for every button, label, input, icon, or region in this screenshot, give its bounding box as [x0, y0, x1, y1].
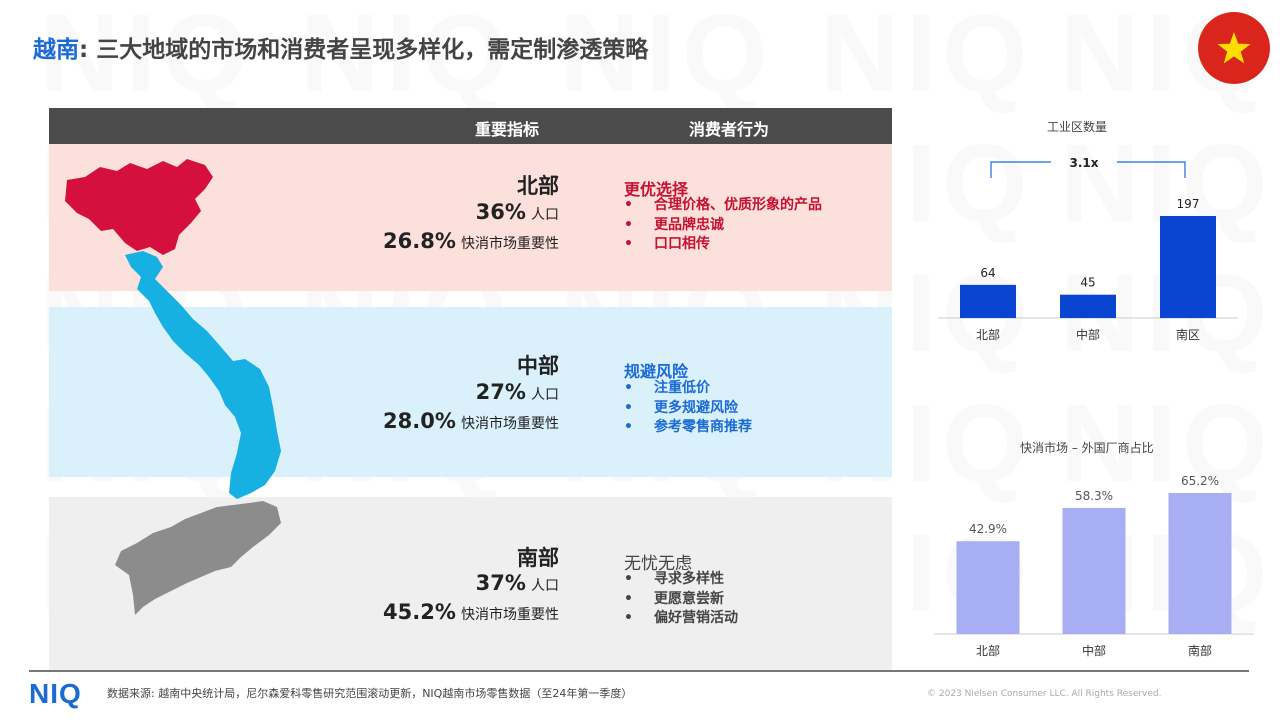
region-name: 南部 — [517, 546, 559, 570]
category-label: 南区 — [1176, 327, 1200, 342]
category-label: 北部 — [976, 327, 1000, 342]
data-label: 65.2% — [1181, 474, 1219, 488]
bar — [1168, 493, 1232, 634]
bar — [1160, 216, 1216, 318]
list-item: • 参考零售商推荐 — [624, 419, 752, 435]
fmcg-share-value: 45.2% — [383, 600, 456, 624]
behavior-list: • 合理价格、优质形象的产品 • 更品牌忠诚 • 口口相传 — [624, 196, 822, 255]
bar — [1062, 507, 1126, 634]
vietnam-map — [65, 159, 281, 615]
header-key-metrics: 重要指标 — [475, 120, 540, 139]
behavior-title: 规避风险 — [624, 362, 689, 381]
region-name: 北部 — [517, 174, 559, 198]
list-item: • 合理价格、优质形象的产品 — [624, 197, 822, 213]
population-label: 人口 — [531, 387, 559, 403]
ratio-annotation: 3.1x — [1070, 156, 1099, 170]
data-label: 58.3% — [1075, 489, 1113, 503]
category-label: 北部 — [976, 643, 1000, 658]
list-item: • 口口相传 — [624, 236, 710, 252]
population-value: 36% — [475, 200, 526, 224]
category-label: 南部 — [1188, 643, 1212, 658]
industrial-zones-chart: 64 北部 45 中部 197 南区 3.1x — [938, 156, 1238, 342]
behavior-title: 更优选择 — [624, 180, 689, 199]
behavior-title: 无忧无虑 — [624, 554, 692, 574]
fmcg-share-label: 快消市场重要性 — [461, 416, 559, 432]
title-country: 越南 — [33, 37, 79, 63]
data-label: 45 — [1080, 276, 1095, 290]
watermark-text: NIQ — [820, 0, 1034, 117]
fmcg-metric: 28.0% 快消市场重要性 — [383, 409, 559, 433]
population-metric: 36% 人口 — [476, 200, 559, 224]
fmcg-metric: 26.8% 快消市场重要性 — [383, 229, 559, 253]
region-name: 中部 — [517, 354, 559, 378]
category-label: 中部 — [1076, 327, 1100, 342]
fmcg-share-label: 快消市场重要性 — [461, 607, 559, 623]
page-title: 越南: 三大地域的市场和消费者呈现多样化，需定制渗透策略 — [33, 30, 648, 64]
behavior-list: • 寻求多样性 • 更愿意尝新 • 偏好营销活动 — [624, 570, 738, 629]
population-label: 人口 — [531, 578, 559, 594]
data-source-note: 数据来源: 越南中央统计局，尼尔森爱科零售研究范围滚动更新，NIQ越南市场零售数… — [107, 687, 633, 700]
behavior-list: • 注重低价 • 更多规避风险 • 参考零售商推荐 — [624, 379, 752, 438]
data-label: 64 — [980, 266, 995, 280]
population-metric: 27% 人口 — [476, 380, 559, 404]
bar — [1060, 294, 1116, 318]
list-item: • 更愿意尝新 — [624, 590, 724, 607]
population-label: 人口 — [531, 207, 559, 223]
header-consumer-behavior: 消费者行为 — [689, 120, 770, 139]
fmcg-metric: 45.2% 快消市场重要性 — [383, 600, 559, 624]
chart2-title: 快消市场 – 外国厂商占比 — [1020, 441, 1154, 455]
foreign-share-chart: 42.9% 北部 58.3% 中部 65.2% 南部 — [934, 474, 1254, 658]
category-label: 中部 — [1082, 643, 1106, 658]
comparison-bracket-left — [990, 161, 1051, 178]
footer-divider — [29, 670, 1249, 672]
chart1-title: 工业区数量 — [1047, 120, 1108, 134]
bar — [956, 541, 1020, 634]
fmcg-share-label: 快消市场重要性 — [461, 236, 559, 252]
data-label: 42.9% — [969, 522, 1007, 536]
population-value: 27% — [475, 380, 526, 404]
list-item: • 注重低价 — [624, 380, 710, 396]
list-item: • 更多规避风险 — [624, 399, 738, 416]
population-metric: 37% 人口 — [476, 571, 559, 595]
bar — [960, 284, 1016, 318]
list-item: • 偏好营销活动 — [624, 610, 738, 626]
fmcg-share-value: 26.8% — [383, 229, 456, 253]
comparison-bracket-right — [1117, 161, 1186, 178]
map-north-region — [65, 159, 213, 255]
population-value: 37% — [475, 571, 526, 595]
data-label: 197 — [1177, 197, 1200, 211]
vietnam-flag-icon — [1198, 12, 1270, 84]
niq-logo: NIQ — [29, 678, 82, 709]
list-item: • 寻求多样性 — [624, 571, 724, 587]
map-south-region — [115, 501, 281, 615]
map-central-region — [125, 251, 281, 499]
title-text: : 三大地域的市场和消费者呈现多样化，需定制渗透策略 — [79, 37, 649, 63]
list-item: • 更品牌忠诚 — [624, 216, 724, 233]
table-header: 重要指标 消费者行为 — [49, 108, 892, 144]
fmcg-share-value: 28.0% — [383, 409, 456, 433]
copyright-text: © 2023 Nielsen Consumer LLC. All Rights … — [927, 689, 1162, 699]
